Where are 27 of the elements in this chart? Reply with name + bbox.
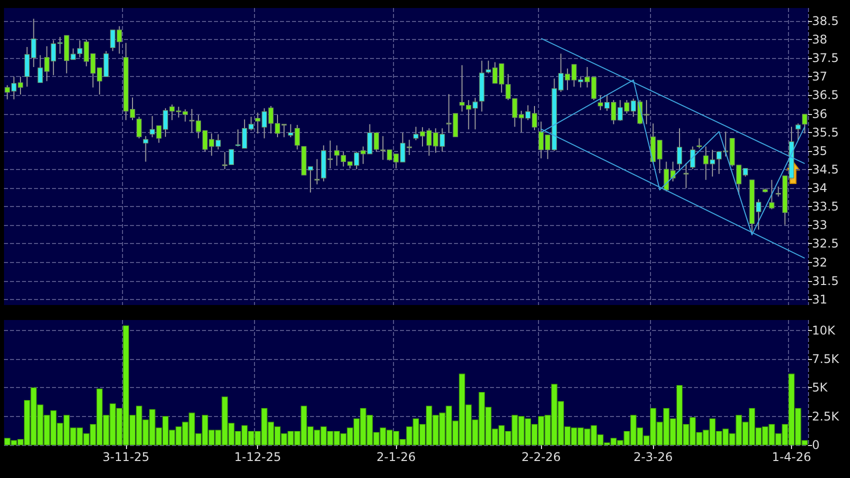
y-tick-label: 31: [812, 292, 828, 306]
y-tick-label: 36.5: [812, 88, 839, 102]
y-tick-label: 34: [812, 181, 828, 196]
y-tick-label: 0: [812, 438, 820, 452]
y-tick-label: 33: [812, 218, 828, 232]
y-tick-label: 32: [812, 255, 828, 270]
y-tick-label: 33.5: [812, 200, 839, 214]
x-tick-label: 2-2-26: [521, 450, 561, 464]
y-tick-label: 7.5K: [812, 352, 840, 366]
x-tick-label: 1-4-26: [772, 450, 812, 464]
x-tick-label: 2-3-26: [634, 450, 673, 464]
y-tick-label: 5K: [812, 380, 829, 395]
y-tick-label: 35.5: [812, 125, 839, 140]
y-tick-label: 38: [812, 32, 828, 47]
x-tick-label: 3-11-25: [102, 450, 150, 464]
y-tick-label: 31.5: [812, 274, 839, 288]
y-tick-label: 32.5: [812, 236, 839, 251]
y-tick-label: 37.5: [812, 51, 839, 66]
x-tick-label: 1-12-25: [234, 450, 282, 464]
y-tick-label: 34.5: [812, 162, 839, 176]
y-tick-label: 36: [812, 106, 828, 121]
y-tick-label: 10K: [812, 323, 836, 338]
y-tick-label: 38.5: [812, 14, 839, 28]
y-tick-label: 2.5K: [812, 409, 840, 424]
y-tick-label: 35: [812, 144, 828, 158]
x-tick-label: 2-1-26: [376, 450, 416, 464]
y-tick-label: 37: [812, 70, 828, 84]
